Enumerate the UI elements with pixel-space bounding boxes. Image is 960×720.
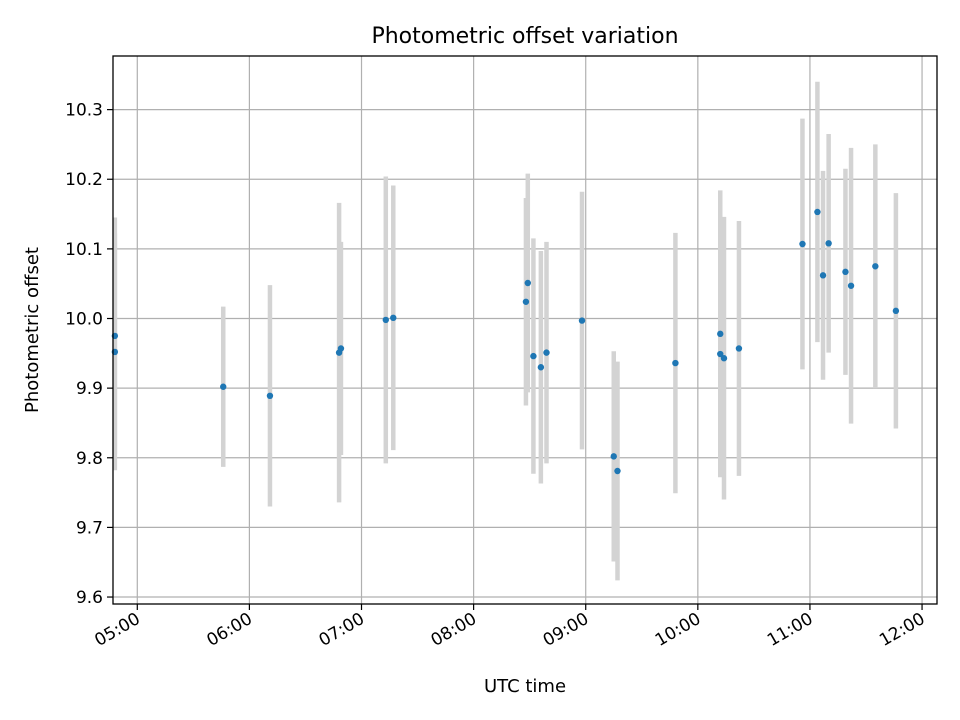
data-point — [819, 272, 827, 279]
data-point — [720, 355, 728, 362]
y-tick-label: 9.9 — [76, 379, 103, 399]
data-point — [799, 240, 806, 248]
y-axis-ticks: 9.6 9.7 9.8 9.9 10.0 10.1 10.2 10.3 — [65, 101, 113, 608]
data-point — [522, 298, 530, 305]
x-axis-label: UTC time — [484, 676, 566, 697]
data-point — [717, 350, 724, 358]
data-point — [382, 316, 389, 324]
y-axis-label: Photometric offset — [22, 247, 43, 413]
data-point — [825, 240, 832, 247]
y-tick-label: 9.8 — [76, 449, 103, 469]
data-point — [390, 314, 397, 322]
data-point — [735, 345, 743, 352]
data-point — [872, 263, 879, 270]
data-point — [842, 268, 849, 276]
chart-title: Photometric offset variation — [371, 24, 678, 49]
y-tick-label: 10.0 — [65, 310, 103, 330]
plot-frame — [112, 55, 938, 605]
data-point — [610, 453, 617, 460]
data-point — [543, 349, 550, 356]
data-point — [892, 307, 900, 315]
data-point — [537, 364, 545, 371]
y-tick-label: 10.3 — [65, 101, 103, 121]
data-point — [847, 282, 855, 289]
y-tick-label: 10.2 — [65, 170, 103, 190]
data-point — [524, 279, 532, 287]
y-tick-label: 10.1 — [65, 240, 103, 260]
data-point — [814, 208, 821, 216]
data-point — [530, 352, 537, 360]
data-points — [111, 208, 900, 475]
y-tick-label: 9.7 — [76, 518, 103, 538]
data-point — [672, 359, 679, 367]
data-point — [578, 317, 586, 324]
data-point — [220, 383, 227, 390]
data-point — [266, 392, 274, 400]
data-point — [717, 330, 724, 338]
y-tick-label: 9.6 — [76, 588, 103, 608]
data-point — [337, 345, 345, 352]
data-point — [614, 467, 621, 475]
